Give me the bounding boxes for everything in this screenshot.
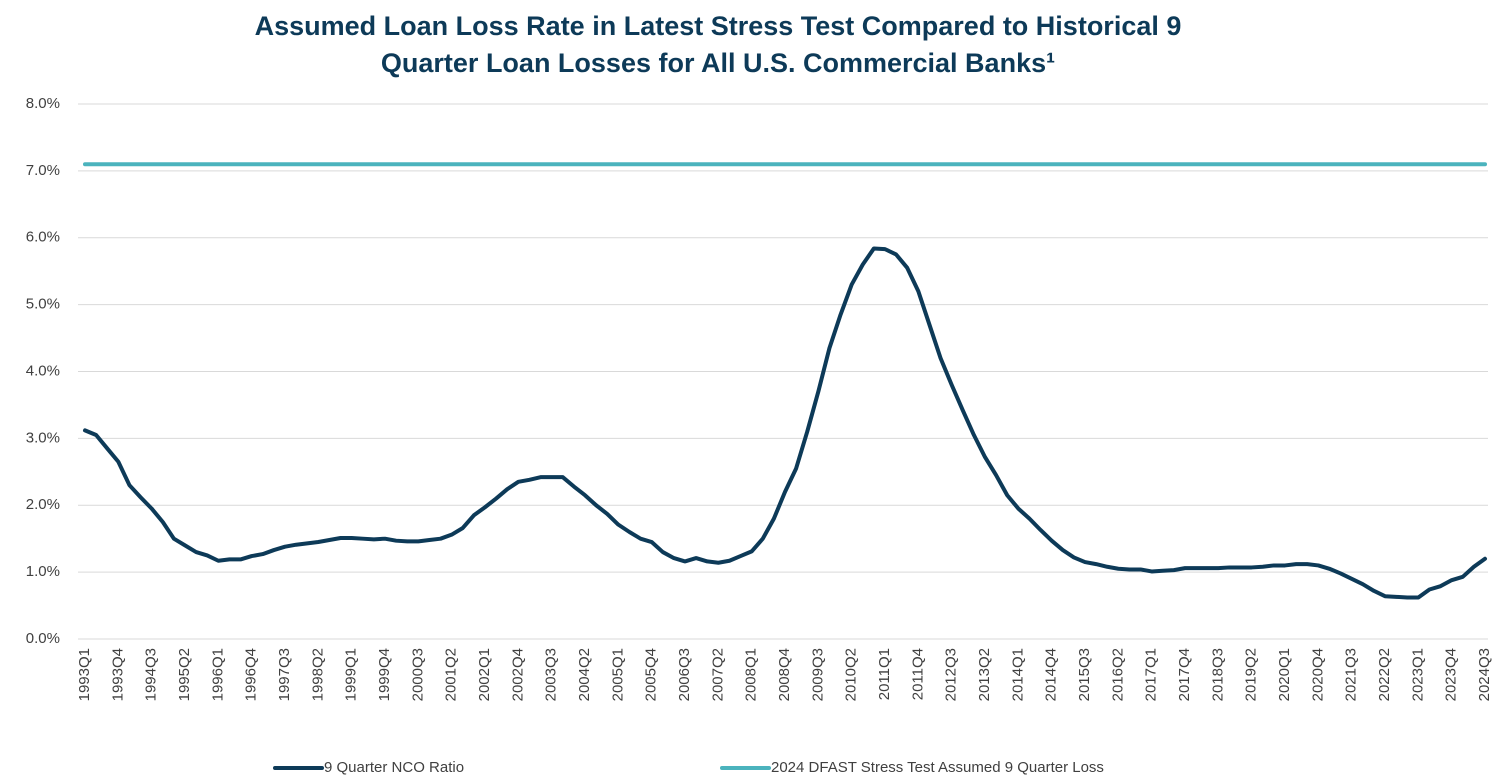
x-tick-label: 1993Q4 — [109, 648, 126, 701]
y-tick-label: 1.0% — [26, 563, 60, 580]
x-tick-label: 2014Q1 — [1009, 648, 1026, 701]
x-tick-label: 1996Q4 — [243, 648, 260, 701]
series-line — [83, 246, 1487, 600]
legend-label: 2024 DFAST Stress Test Assumed 9 Quarter… — [771, 759, 1104, 776]
y-tick-label: 0.0% — [26, 630, 60, 647]
y-tick-label: 5.0% — [26, 296, 60, 313]
x-tick-label: 2001Q2 — [443, 648, 460, 701]
chart-title: Assumed Loan Loss Rate in Latest Stress … — [255, 11, 1182, 41]
x-tick-label: 2005Q1 — [609, 648, 626, 701]
x-tick-label: 2018Q3 — [1209, 648, 1226, 701]
x-tick-label: 2023Q4 — [1443, 648, 1460, 701]
x-tick-label: 2007Q2 — [709, 648, 726, 701]
x-tick-label: 1999Q4 — [376, 648, 393, 701]
x-tick-label: 2008Q4 — [776, 648, 793, 701]
x-tick-label: 2006Q3 — [676, 648, 693, 701]
x-tick-label: 2021Q3 — [1343, 648, 1360, 701]
x-tick-label: 2012Q3 — [943, 648, 960, 701]
x-tick-label: 2010Q2 — [843, 648, 860, 701]
x-tick-label: 2004Q2 — [576, 648, 593, 701]
x-tick-label: 1999Q1 — [343, 648, 360, 701]
x-tick-label: 2009Q3 — [809, 648, 826, 701]
x-tick-label: 1995Q2 — [176, 648, 193, 701]
chart-title: Quarter Loan Losses for All U.S. Commerc… — [381, 48, 1055, 78]
x-tick-label: 2024Q3 — [1476, 648, 1493, 701]
x-tick-label: 2013Q2 — [976, 648, 993, 701]
x-tick-label: 2014Q4 — [1043, 648, 1060, 701]
x-tick-label: 2011Q4 — [909, 648, 926, 700]
legend-label: 9 Quarter NCO Ratio — [324, 759, 464, 776]
x-tick-label: 2008Q1 — [743, 648, 760, 701]
x-tick-label: 2002Q1 — [476, 648, 493, 701]
y-tick-label: 7.0% — [26, 162, 60, 179]
x-tick-label: 2015Q3 — [1076, 648, 1093, 701]
x-tick-label: 2017Q4 — [1176, 648, 1193, 701]
x-tick-label: 2000Q3 — [409, 648, 426, 701]
y-tick-label: 3.0% — [26, 429, 60, 446]
x-tick-label: 2020Q4 — [1309, 648, 1326, 701]
y-tick-label: 2.0% — [26, 496, 60, 513]
y-tick-label: 8.0% — [26, 95, 60, 112]
y-tick-label: 6.0% — [26, 229, 60, 246]
x-tick-label: 1993Q1 — [76, 648, 93, 701]
x-tick-label: 1998Q2 — [309, 648, 326, 701]
x-tick-label: 2002Q4 — [509, 648, 526, 701]
x-tick-label: 2017Q1 — [1143, 648, 1160, 701]
x-tick-label: 2022Q2 — [1376, 648, 1393, 701]
x-tick-label: 1996Q1 — [209, 648, 226, 701]
y-tick-label: 4.0% — [26, 362, 60, 379]
x-tick-label: 2020Q1 — [1276, 648, 1293, 701]
x-tick-label: 1994Q3 — [143, 648, 160, 701]
x-tick-label: 2005Q4 — [643, 648, 660, 701]
x-tick-label: 2016Q2 — [1109, 648, 1126, 701]
x-tick-label: 2019Q2 — [1243, 648, 1260, 701]
x-tick-label: 2011Q1 — [876, 648, 893, 700]
x-tick-label: 1997Q3 — [276, 648, 293, 701]
x-tick-label: 2003Q3 — [543, 648, 560, 701]
x-tick-label: 2023Q1 — [1409, 648, 1426, 701]
